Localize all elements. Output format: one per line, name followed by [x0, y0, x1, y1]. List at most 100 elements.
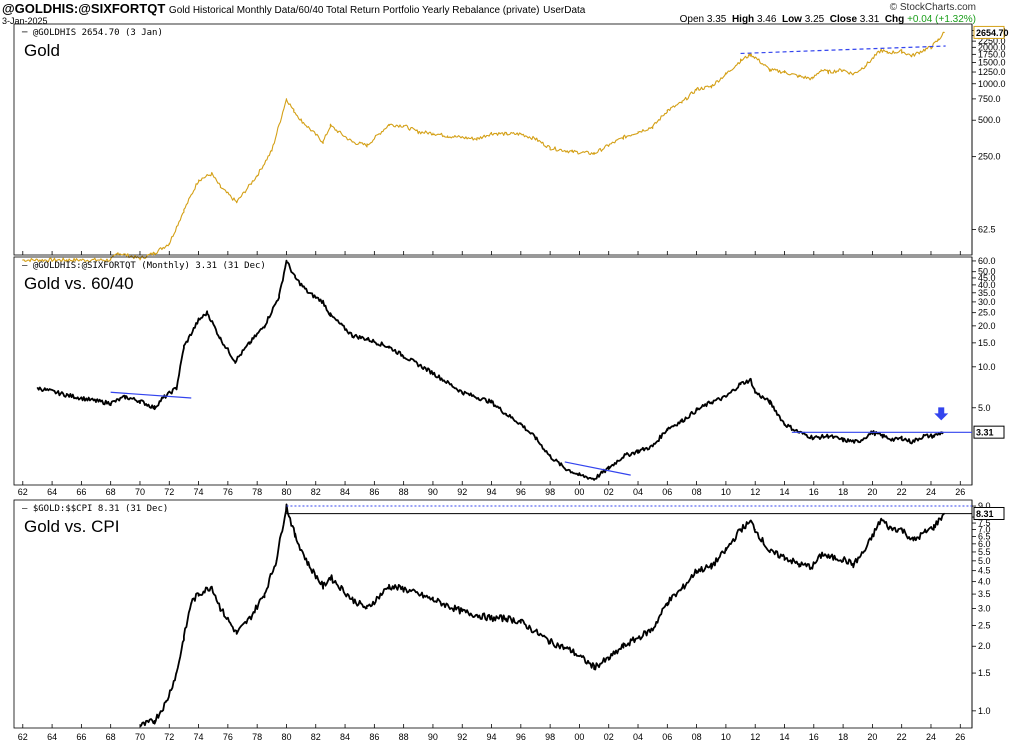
data-point	[666, 428, 668, 430]
stockcharts-logo: © StockCharts.com	[889, 2, 976, 13]
data-point	[432, 598, 434, 601]
data-point	[933, 435, 935, 437]
x-tick-label: 80	[281, 487, 291, 497]
data-point	[943, 31, 945, 34]
x-tick-label: 72	[164, 732, 174, 742]
data-point	[827, 435, 830, 437]
data-point	[236, 201, 238, 203]
data-point	[139, 400, 141, 402]
x-tick-label: 12	[750, 487, 760, 497]
data-point	[783, 423, 786, 425]
data-point	[842, 439, 844, 441]
data-point	[294, 535, 296, 537]
data-point	[813, 437, 815, 439]
x-tick-label: 06	[662, 732, 672, 742]
y-tick-label: 1.0	[978, 706, 991, 716]
y-tick-label: 4.5	[978, 566, 991, 576]
data-point	[889, 527, 891, 529]
y-tick-label: 10.0	[978, 362, 996, 372]
data-point	[403, 355, 405, 357]
data-point	[725, 396, 727, 398]
data-point	[882, 435, 884, 437]
data-point	[446, 135, 449, 137]
data-point	[681, 420, 683, 422]
x-tick-label: 90	[428, 732, 438, 742]
data-point	[769, 551, 771, 553]
data-point	[571, 650, 573, 652]
y-tick-label: 7.5	[978, 518, 991, 528]
chg-label: Chg	[884, 14, 905, 25]
data-point	[211, 585, 213, 588]
data-point	[754, 56, 756, 59]
data-point	[275, 560, 277, 562]
high-value: 3.46	[756, 14, 777, 25]
data-point	[307, 564, 310, 566]
x-tick-label: 24	[926, 732, 936, 742]
legend-entry: — $GOLD:$$CPI 8.31 (31 Dec)	[22, 504, 168, 514]
x-tick-label: 94	[487, 487, 497, 497]
data-point	[285, 98, 288, 100]
x-tick-label: 86	[369, 487, 379, 497]
data-point	[322, 585, 324, 588]
data-point	[534, 437, 537, 439]
data-point	[534, 138, 537, 140]
data-point	[219, 186, 222, 188]
x-tick-label: 18	[838, 487, 848, 497]
y-tick-label: 5.0	[978, 556, 991, 566]
x-tick-label: 10	[721, 732, 731, 742]
x-tick-label: 04	[633, 487, 643, 497]
data-point	[842, 69, 844, 71]
trendline	[110, 391, 192, 399]
x-tick-label: 00	[574, 732, 584, 742]
data-point	[300, 119, 302, 121]
y-tick-label: 45.0	[978, 273, 996, 283]
x-tick-label: 64	[47, 732, 57, 742]
data-point	[366, 607, 368, 610]
data-point	[652, 628, 654, 630]
data-point	[811, 78, 813, 80]
x-tick-label: 12	[750, 732, 760, 742]
x-tick-label: 82	[311, 487, 321, 497]
panel-1: 62.5 250.0 500.0 750.0 1000.0 1250.01500.0175…	[13, 23, 1009, 263]
data-point	[710, 401, 712, 403]
x-tick-label: 64	[47, 487, 57, 497]
y-tick-label: 5.0	[978, 403, 991, 413]
data-point	[893, 439, 895, 441]
panel-title: Gold vs. 60/40	[24, 274, 134, 293]
data-point	[912, 540, 915, 542]
x-axis-2: 62 64 66 68 70 72 74 76 78 80 82 84 86 88 90 92 94 96 98 00…	[18, 732, 966, 742]
y-tick-label: 50.0	[978, 267, 996, 277]
x-tick-label: 62	[18, 732, 28, 742]
data-point	[490, 132, 493, 134]
x-tick-label: 02	[604, 732, 614, 742]
data-point	[329, 314, 332, 316]
panel-title: Gold vs. CPI	[24, 517, 119, 536]
y-tick-label: 1.5	[978, 668, 991, 678]
data-point	[461, 391, 463, 393]
data-point	[652, 126, 654, 128]
data-point	[696, 570, 698, 572]
panel-frame	[13, 256, 973, 486]
x-tick-label: 88	[399, 487, 409, 497]
data-point	[564, 467, 566, 469]
close-value: 3.31	[859, 14, 880, 25]
panel-3: 1.0 1.5 2.0 2.5 3.0 3.5 4.04.55.05.56.06.57.07…	[13, 499, 1005, 729]
data-point	[739, 528, 742, 531]
data-point	[117, 252, 119, 254]
data-point	[622, 136, 624, 139]
data-point	[652, 445, 654, 448]
data-point	[827, 71, 830, 73]
low-value: 3.25	[804, 14, 825, 25]
y-tick-label: 9.0	[978, 501, 991, 511]
data-point	[842, 558, 844, 560]
data-point	[388, 585, 390, 588]
x-tick-label: 22	[897, 487, 907, 497]
x-tick-label: 16	[809, 732, 819, 742]
data-point	[696, 88, 698, 90]
x-tick-label: 70	[135, 732, 145, 742]
y-tick-label: 35.0	[978, 288, 996, 298]
y-tick-label: 250.0	[978, 152, 1001, 162]
x-tick-label: 74	[194, 487, 204, 497]
data-point	[168, 242, 170, 245]
x-tick-label: 04	[633, 732, 643, 742]
